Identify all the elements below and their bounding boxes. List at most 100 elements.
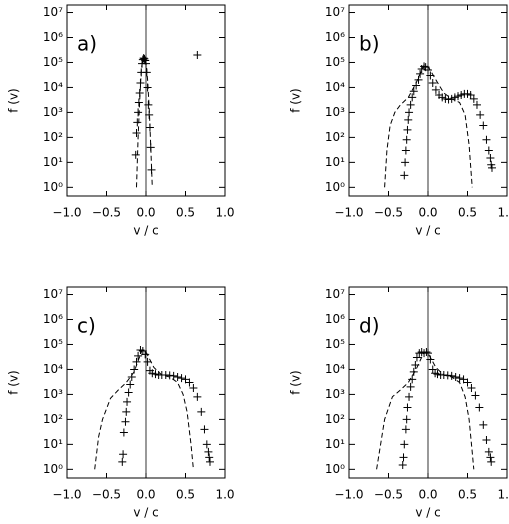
plus-marker [124,388,133,397]
x-tick-label: 0.5 [176,488,195,502]
y-tick-label: 10² [325,130,345,144]
plus-marker [409,87,418,96]
plus-marker [173,372,182,381]
plus-marker [185,378,194,387]
plus-marker [400,171,409,180]
dashed-curve [376,351,475,470]
y-tick-label: 10² [43,130,63,144]
panel-label: d) [359,314,380,338]
y-tick-label: 10⁵ [325,55,345,69]
plus-marker [169,371,178,380]
x-tick-label: 1.0 [215,206,234,220]
plus-marker [479,420,488,429]
plus-marker [424,65,432,74]
plus-marker [486,153,495,162]
y-tick-label: 10¹ [43,437,63,451]
plus-marker [476,110,485,119]
plus-marker [408,93,417,102]
dashed-curve [384,64,473,188]
x-tick-label: −0.5 [374,488,403,502]
plus-marker [177,374,186,383]
y-axis-label: f (v) [289,88,303,113]
plus-marker [424,349,432,358]
plus-marker [482,435,491,444]
plus-marker [406,100,415,109]
dashed-curve [94,349,194,470]
x-tick-label: −1.0 [52,206,81,220]
plus-marker [447,371,456,380]
plus-marker [204,447,213,456]
plus-marker [143,357,152,366]
x-tick-label: 0.0 [136,206,155,220]
plus-marker [463,378,472,387]
plus-marker [127,372,136,381]
plus-marker [122,407,131,416]
plus-marker [202,440,211,449]
y-tick-label: 10³ [325,105,345,119]
y-tick-label: 10⁴ [43,80,63,94]
plus-marker [482,135,491,144]
y-tick-label: 10⁰ [325,462,345,476]
dashed-curve [136,54,153,188]
plus-marker [484,447,493,456]
y-tick-label: 10¹ [43,155,63,169]
plus-marker [126,380,135,389]
plus-marker [409,367,418,376]
x-tick-label: 0.0 [418,206,437,220]
y-tick-label: 10¹ [325,155,345,169]
y-tick-label: 10³ [325,387,345,401]
x-tick-label: 1.0 [497,488,509,502]
plus-marker [487,457,496,466]
y-axis-label: f (v) [289,370,303,395]
y-tick-label: 10⁶ [325,30,345,44]
plus-marker [401,158,410,167]
x-tick-label: −1.0 [52,488,81,502]
y-axis-label: f (v) [7,88,21,113]
plus-marker [469,94,478,103]
plus-marker [403,403,412,412]
plus-marker [471,391,480,400]
plus-marker [193,392,202,401]
plus-marker [472,100,481,109]
plus-marker [197,407,206,416]
y-tick-label: 10⁵ [325,337,345,351]
y-tick-label: 10⁴ [43,362,63,376]
plus-marker [200,425,209,434]
y-tick-label: 10² [325,412,345,426]
y-tick-label: 10⁵ [43,55,63,69]
plus-marker [144,100,153,109]
plus-marker [131,150,140,159]
x-axis-label: v / c [133,224,158,238]
x-tick-label: 0.5 [458,206,477,220]
plus-marker [193,50,202,59]
x-tick-label: −0.5 [92,488,121,502]
plus-marker [403,125,412,134]
x-tick-label: 0.0 [418,488,437,502]
plus-marker [119,428,128,437]
plus-marker [408,375,417,384]
x-tick-label: −0.5 [92,206,121,220]
plus-marker [399,453,408,462]
plus-marker [420,62,429,71]
y-tick-label: 10⁷ [325,287,345,301]
x-tick-label: 0.5 [458,488,477,502]
plus-marker [467,384,476,393]
y-tick-label: 10¹ [325,437,345,451]
plus-marker [486,453,495,462]
plus-marker [475,403,484,412]
x-axis-label: v / c [133,506,158,520]
y-tick-label: 10³ [43,105,63,119]
plus-marker [487,163,496,172]
plus-marker [205,457,214,466]
plus-marker [402,135,411,144]
plus-marker [132,128,141,137]
y-tick-label: 10⁶ [43,30,63,44]
plus-marker [401,146,410,155]
y-tick-label: 10³ [43,387,63,401]
plus-marker [431,85,440,94]
y-tick-label: 10⁷ [43,5,63,19]
y-tick-label: 10⁵ [43,337,63,351]
plus-marker [205,453,214,462]
plus-marker [134,351,143,360]
